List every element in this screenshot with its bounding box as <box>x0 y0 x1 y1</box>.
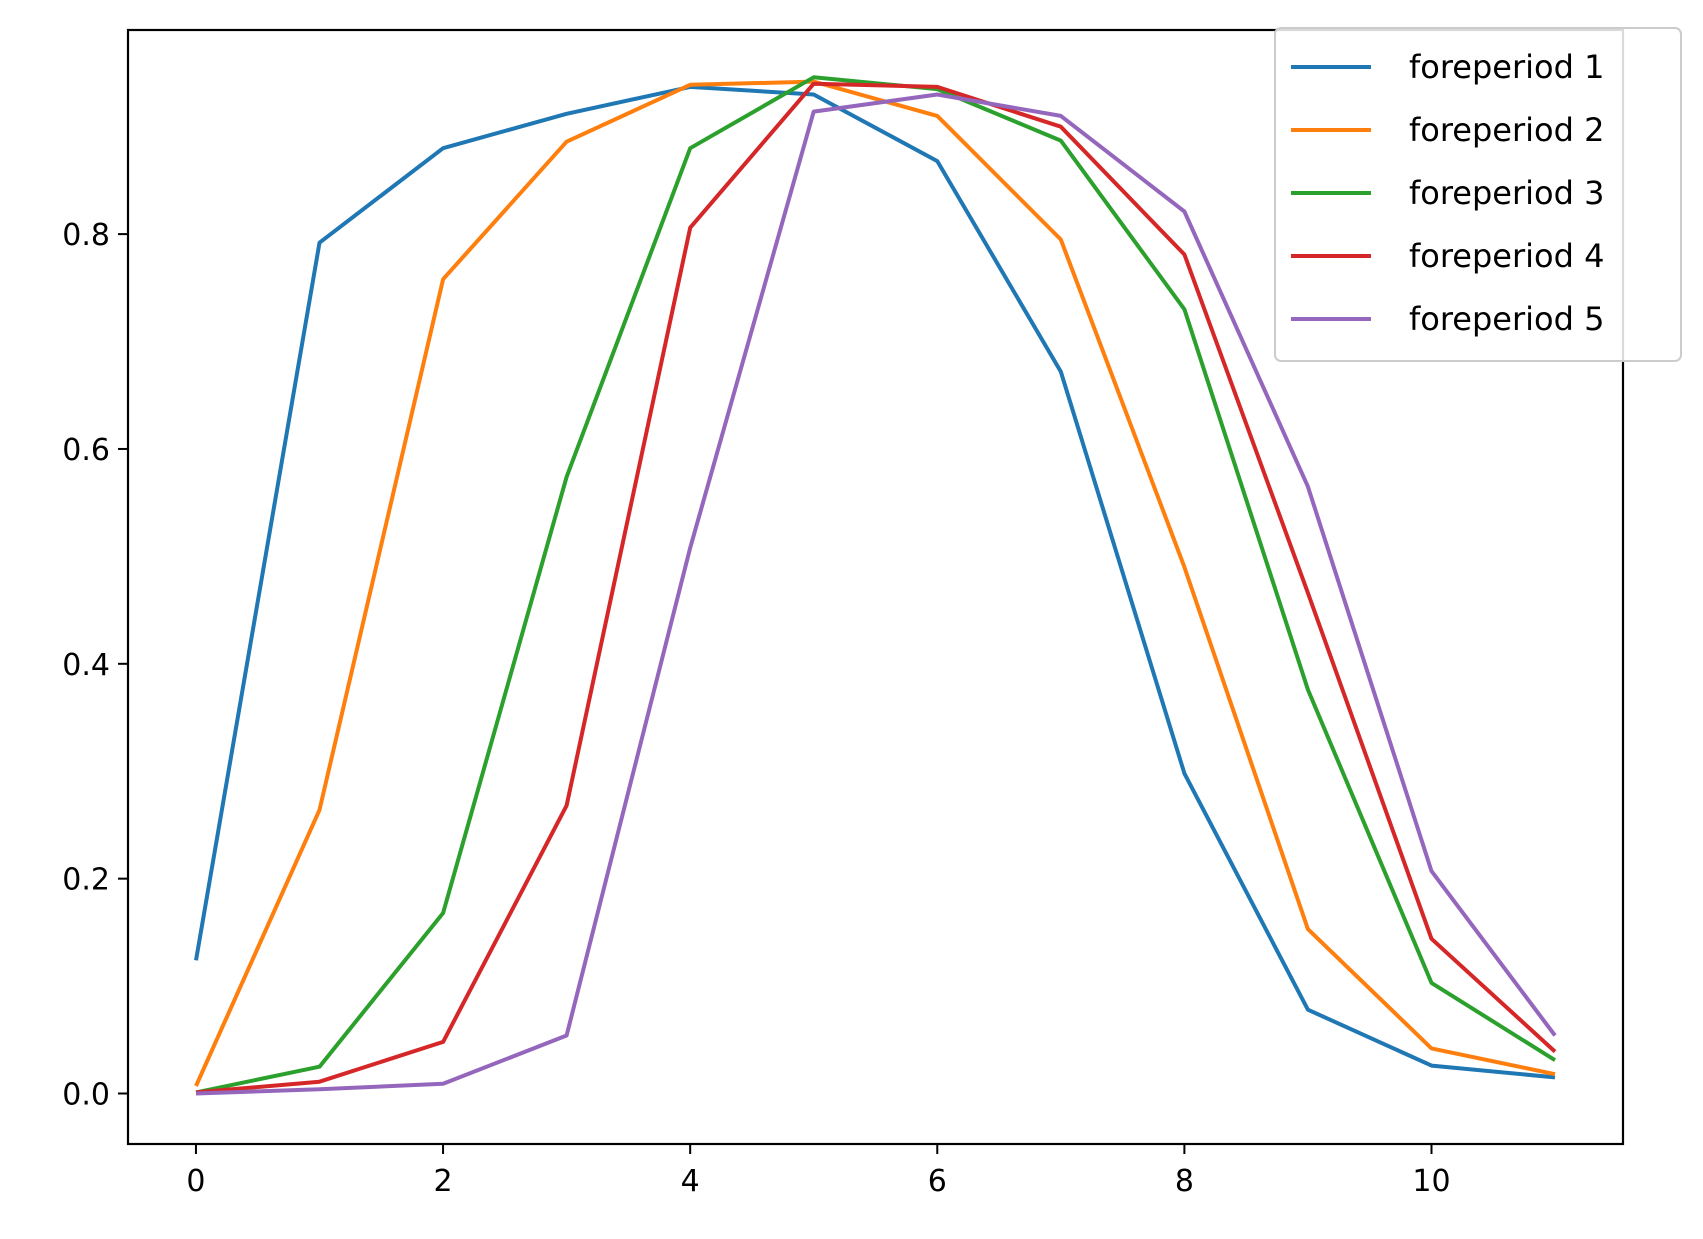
series-line-5 <box>195 92 1557 1096</box>
legend: foreperiod 1 foreperiod 2 foreperiod 3 fore… <box>1274 27 1682 362</box>
legend-label-1: foreperiod 1 <box>1409 48 1604 86</box>
x-axis: 0 2 4 6 8 10 <box>186 1144 1451 1199</box>
y-tick-label: 0.4 <box>62 648 110 683</box>
y-axis: 0.0 0.2 0.4 0.6 0.8 <box>62 218 128 1113</box>
legend-label-5: foreperiod 5 <box>1409 300 1604 338</box>
y-tick-label: 0.8 <box>62 218 110 253</box>
legend-label-3: foreperiod 3 <box>1409 174 1604 212</box>
legend-label-4: foreperiod 4 <box>1409 237 1604 275</box>
series-line-4 <box>195 81 1557 1095</box>
y-tick-label: 0.2 <box>62 863 110 898</box>
x-tick-label: 6 <box>928 1164 947 1199</box>
y-tick-label: 0.6 <box>62 433 110 468</box>
x-tick-label: 10 <box>1412 1164 1450 1199</box>
x-tick-label: 4 <box>681 1164 700 1199</box>
legend-label-2: foreperiod 2 <box>1409 111 1604 149</box>
x-tick-label: 0 <box>186 1164 205 1199</box>
y-tick-label: 0.0 <box>62 1078 110 1113</box>
series-layer <box>194 75 1557 1096</box>
legend-box <box>1274 27 1682 362</box>
series-line-1 <box>194 84 1556 1080</box>
x-tick-label: 8 <box>1175 1164 1194 1199</box>
series-line-2 <box>194 79 1556 1087</box>
series-line-3 <box>195 75 1557 1095</box>
x-tick-label: 2 <box>434 1164 453 1199</box>
axes-frame <box>126 28 1625 1146</box>
